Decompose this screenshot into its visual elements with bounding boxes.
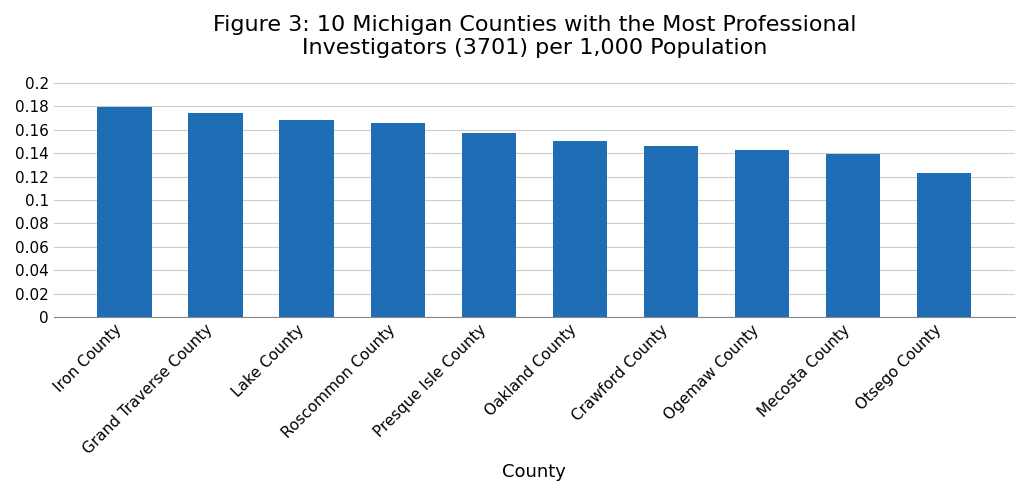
- Bar: [917, 173, 971, 317]
- Bar: [644, 146, 698, 317]
- Bar: [188, 113, 243, 317]
- Bar: [98, 107, 152, 317]
- Bar: [371, 123, 425, 317]
- Bar: [552, 141, 608, 317]
- Bar: [279, 120, 334, 317]
- Bar: [826, 154, 881, 317]
- Bar: [461, 133, 516, 317]
- Title: Figure 3: 10 Michigan Counties with the Most Professional
Investigators (3701) p: Figure 3: 10 Michigan Counties with the …: [212, 15, 856, 58]
- X-axis label: County: County: [503, 463, 566, 481]
- Bar: [734, 149, 789, 317]
